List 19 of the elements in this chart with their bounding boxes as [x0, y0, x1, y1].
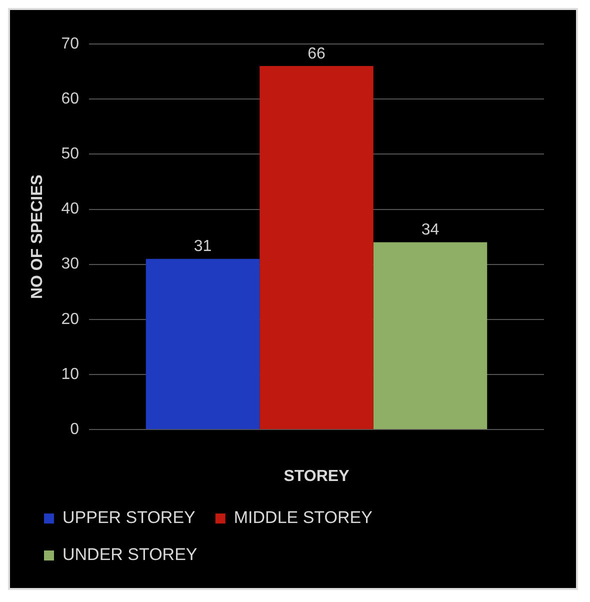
legend-label: UNDER STOREY	[62, 545, 198, 564]
y-tick-label: 0	[70, 421, 80, 438]
bar	[373, 242, 488, 430]
y-tick-label: 70	[61, 35, 80, 52]
y-tick-label: 40	[61, 200, 80, 218]
y-tick-label: 10	[61, 366, 80, 383]
legend-label: MIDDLE STOREY	[234, 508, 372, 528]
legend-label: UPPER STOREY	[62, 508, 196, 528]
data-label: 66	[308, 45, 326, 62]
y-tick-label: 30	[61, 256, 80, 273]
data-label: 34	[421, 222, 440, 239]
y-axis-title: NO OF SPECIES	[29, 174, 46, 300]
data-label: 31	[194, 238, 212, 256]
x-axis-title: STOREY	[284, 468, 350, 485]
y-tick-label: 50	[61, 146, 80, 163]
bar	[260, 66, 374, 430]
y-tick-label: 60	[61, 90, 80, 108]
bar	[146, 258, 260, 430]
y-tick-label: 20	[61, 310, 80, 328]
